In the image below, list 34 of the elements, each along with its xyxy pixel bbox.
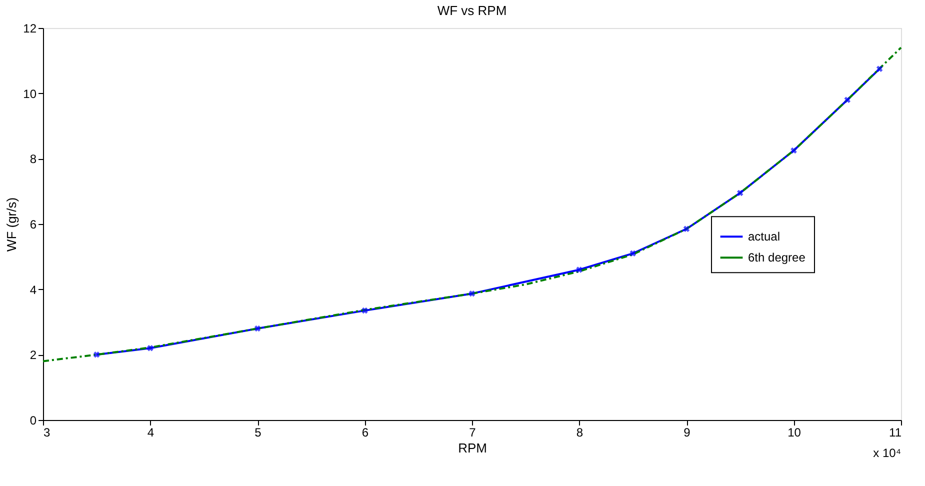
point [736,190,744,196]
y-tick-label: 4 [30,282,37,297]
point [683,226,690,232]
y-tick-label: 2 [30,348,37,362]
y-tick-label: 0 [30,414,37,428]
x-axis-title: RPM [458,440,487,456]
x-tick-label: 5 [254,426,262,440]
y-axis-title: WF (gr/s) [4,197,20,252]
x-tick-label: 9 [684,426,691,440]
point [254,325,261,332]
x-tick-label: 10 [788,426,802,440]
point [147,345,154,352]
y-tick-label: 6 [30,218,37,232]
y-tick-label: 10 [23,86,37,101]
point [576,266,582,273]
x-tick-label: 3 [44,426,50,440]
x-tick-label: 7 [469,426,476,440]
point [630,250,636,257]
x-tick-label: 8 [576,426,584,440]
legend-label: 6th degree [748,250,806,265]
legend-label: actual [748,230,780,244]
x-tick-label: 11 [889,426,902,440]
point [362,307,368,314]
y-tick-label: 8 [30,152,37,166]
x-tick-label: 4 [147,426,154,440]
point [876,66,883,72]
point [93,352,100,358]
point [790,147,797,154]
text: x 10⁴ [873,446,901,460]
x-tick-label: 6 [362,426,369,440]
y-tick-label: 12 [23,22,37,36]
point [844,96,851,103]
point [468,290,476,297]
chart-title: WF vs RPM [437,3,507,18]
